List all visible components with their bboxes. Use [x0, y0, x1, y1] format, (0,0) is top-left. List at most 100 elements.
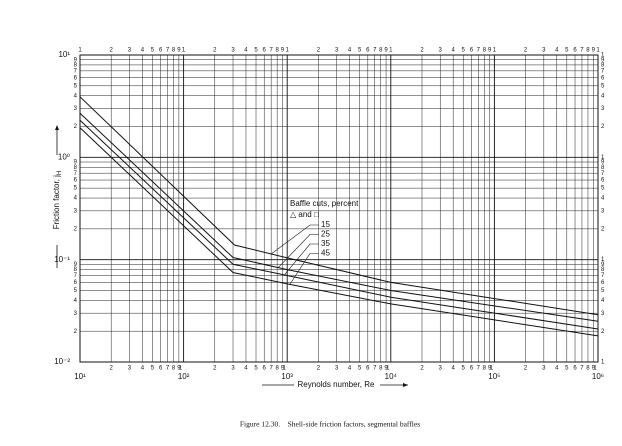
x-minor-label: 3 [128, 366, 132, 372]
x-minor-label: 9 [384, 366, 388, 372]
x-minor-label: 5 [462, 366, 466, 372]
y-axis-label-group: Friction factor, jH [52, 171, 62, 230]
x-minor-label: 4 [555, 48, 559, 54]
x-axis-label: Reynolds number, Re [298, 380, 375, 389]
annotation-bg [288, 199, 360, 221]
y-tick-label: 10⁰ [58, 152, 70, 161]
y-minor-label: 2 [601, 329, 605, 335]
arrow-head [55, 125, 59, 130]
y-minor-label: 4 [601, 298, 605, 304]
x-minor-label: 7 [477, 48, 481, 54]
y-minor-label: 4 [601, 196, 605, 202]
x-minor-label: 5 [565, 366, 569, 372]
caption: Figure 12.30. Shell-side friction factor… [240, 420, 420, 429]
x-minor-label: 7 [269, 48, 273, 54]
x-minor-label: 3 [439, 48, 443, 54]
y-minor-label: 1 [601, 53, 605, 59]
series-label: 35 [321, 239, 330, 248]
x-minor-label: 9 [281, 48, 285, 54]
y-axis-label: Friction factor, jH [52, 171, 62, 230]
x-minor-label: 2 [420, 366, 424, 372]
x-minor-label: 1 [493, 48, 497, 54]
y-minor-label: 8 [601, 165, 605, 171]
x-minor-label: 1 [182, 48, 186, 54]
x-minor-label: 3 [335, 366, 339, 372]
y-minor-label: 6 [74, 178, 78, 184]
x-minor-label: 3 [128, 48, 132, 54]
x-minor-label: 8 [483, 48, 487, 54]
series-line [79, 127, 599, 337]
y-minor-label: 3 [601, 311, 605, 317]
x-minor-label: 3 [231, 366, 235, 372]
x-tick-label: 10³ [281, 372, 293, 381]
y-minor-label: 5 [601, 186, 605, 192]
y-minor-label: 7 [74, 68, 78, 74]
x-minor-label: 3 [542, 366, 546, 372]
series-label: 15 [321, 220, 330, 229]
x-minor-label: 6 [366, 48, 370, 54]
series-line [79, 112, 599, 322]
y-axis-label-main: Friction factor, j [52, 175, 61, 229]
x-minor-label: 7 [580, 48, 584, 54]
x-minor-label: 2 [317, 366, 321, 372]
y-minor-label: 8 [601, 62, 605, 68]
x-minor-label: 5 [254, 48, 258, 54]
y-minor-label: 5 [74, 83, 78, 89]
y-minor-label: 9 [74, 262, 78, 268]
y-minor-label: 9 [601, 160, 605, 166]
x-minor-label: 8 [172, 48, 176, 54]
y-minor-label: 7 [601, 171, 605, 177]
x-minor-label: 2 [420, 48, 424, 54]
x-minor-label: 4 [555, 366, 559, 372]
y-minor-label: 6 [601, 178, 605, 184]
x-minor-label: 3 [542, 48, 546, 54]
y-minor-label: 1 [601, 257, 605, 263]
x-minor-label: 1 [593, 366, 597, 372]
x-minor-label: 1 [179, 366, 183, 372]
grid [79, 54, 599, 363]
x-minor-label: 4 [141, 366, 145, 372]
y-minor-label: 5 [601, 83, 605, 89]
x-minor-label: 2 [524, 366, 528, 372]
plot-frame [79, 54, 599, 363]
x-minor-label: 6 [263, 366, 267, 372]
y-minor-label: 8 [601, 267, 605, 273]
y-minor-label: 4 [601, 93, 605, 99]
y-minor-label: 5 [601, 288, 605, 294]
x-minor-label: 2 [524, 48, 528, 54]
y-minor-label: 1 [601, 155, 605, 161]
y-minor-label: 5 [74, 186, 78, 192]
x-minor-label: 8 [379, 366, 383, 372]
x-minor-label: 9 [488, 366, 492, 372]
y-tick-label: 10⁻² [54, 357, 70, 366]
leader-line [278, 234, 319, 268]
x-minor-label: 6 [263, 48, 267, 54]
annotation-title: Baffle cuts, percent [290, 199, 359, 208]
y-axis-label-sub: H [57, 171, 63, 175]
x-minor-label: 8 [172, 366, 176, 372]
x-minor-label: 7 [373, 366, 377, 372]
leader-line [284, 243, 319, 276]
y-minor-label: 2 [601, 226, 605, 232]
x-minor-label: 1 [286, 48, 290, 54]
x-minor-label: 2 [213, 366, 217, 372]
x-minor-label: 6 [470, 366, 474, 372]
x-minor-label: 2 [110, 366, 114, 372]
x-minor-label: 8 [379, 48, 383, 54]
y-minor-label: 5 [74, 288, 78, 294]
x-minor-label: 8 [586, 366, 590, 372]
x-minor-label: 1 [283, 366, 287, 372]
y-minor-label: 8 [74, 267, 78, 273]
x-minor-label: 6 [573, 48, 577, 54]
y-minor-label: 3 [601, 106, 605, 112]
x-minor-label: 9 [488, 48, 492, 54]
y-minor-label: 3 [601, 208, 605, 214]
series-label: 45 [321, 249, 330, 258]
y-minor-label: 9 [601, 57, 605, 63]
x-tick-label: 10⁶ [592, 372, 604, 381]
x-minor-label: 3 [439, 366, 443, 372]
x-minor-label: 1 [389, 48, 393, 54]
x-minor-label: 6 [159, 48, 163, 54]
x-minor-label: 9 [592, 48, 596, 54]
